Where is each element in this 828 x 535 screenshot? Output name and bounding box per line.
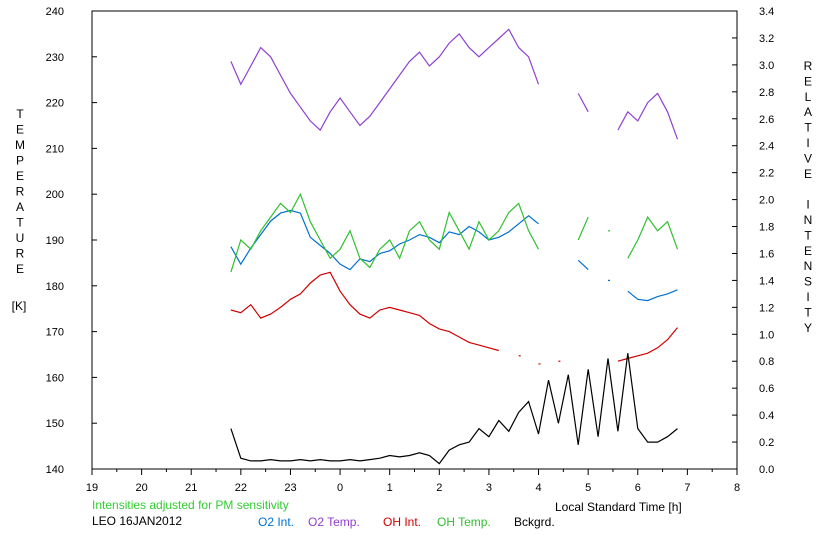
left-tick-label: 160 — [46, 372, 64, 384]
x-tick-label: 6 — [635, 482, 641, 494]
left-axis-label-char: T — [16, 216, 24, 230]
left-axis-label-char: P — [16, 154, 24, 168]
series-line-o2-temp — [230, 28, 540, 132]
x-tick-label: 8 — [734, 482, 740, 494]
x-tick-label: 21 — [185, 482, 197, 494]
left-tick-label: 180 — [46, 281, 64, 293]
right-tick-label: 2.6 — [759, 114, 774, 126]
right-tick-label: 1.2 — [759, 302, 774, 314]
station-label: LEO 16JAN2012 — [92, 514, 183, 528]
right-axis-label-char: N — [804, 259, 813, 273]
right-tick-label: 0.2 — [759, 437, 774, 449]
right-axis-label-char: T — [804, 121, 812, 135]
left-axis-unit: [K] — [12, 299, 27, 313]
series-line-oh-temp — [577, 216, 589, 241]
x-axis-label: Local Standard Time [h] — [555, 500, 682, 514]
chart-note: Intensities adjusted for PM sensitivity — [92, 498, 289, 512]
x-tick-label: 20 — [135, 482, 147, 494]
right-tick-label: 0.8 — [759, 356, 774, 368]
series-line-oh-int — [617, 327, 678, 362]
left-tick-label: 150 — [46, 418, 64, 430]
left-tick-label: 190 — [46, 235, 64, 247]
x-tick-label: 22 — [235, 482, 247, 494]
right-axis-label-char: E — [804, 244, 812, 258]
series-line-oh-temp — [627, 215, 679, 259]
left-tick-label: 200 — [46, 189, 64, 201]
x-tick-label: 1 — [387, 482, 393, 494]
left-axis-label-char: T — [16, 107, 24, 121]
right-axis-label-char: T — [804, 228, 812, 242]
right-axis-label-char: V — [804, 151, 812, 165]
right-tick-label: 2.0 — [759, 195, 774, 207]
series-line-o2-int — [577, 259, 589, 271]
x-tick-label: 2 — [436, 482, 442, 494]
right-tick-label: 2.4 — [759, 141, 774, 153]
left-tick-label: 140 — [46, 464, 64, 476]
right-axis-label-char: S — [804, 275, 812, 289]
right-axis-label-char: A — [804, 105, 812, 119]
x-tick-label: 0 — [337, 482, 343, 494]
right-tick-label: 0.4 — [759, 410, 774, 422]
right-axis-label-char: I — [806, 198, 809, 212]
right-axis-label-char: E — [804, 74, 812, 88]
legend-bckgrd: Bckgrd. — [514, 515, 555, 529]
right-axis-label-char: T — [804, 305, 812, 319]
x-tick-label: 3 — [486, 482, 492, 494]
right-axis-label-char: R — [804, 59, 813, 73]
left-tick-label: 240 — [46, 6, 64, 18]
x-tick-label: 4 — [535, 482, 541, 494]
x-tick-label: 23 — [284, 482, 296, 494]
series-line-oh-int — [230, 271, 499, 352]
right-axis-label-char: Y — [804, 321, 812, 335]
left-tick-label: 170 — [46, 327, 64, 339]
right-tick-label: 1.4 — [759, 275, 774, 287]
right-axis-label-char: N — [804, 213, 813, 227]
legend-oh-int: OH Int. — [383, 515, 422, 529]
x-tick-label: 7 — [684, 482, 690, 494]
left-axis-label-char: U — [16, 231, 25, 245]
plot-frame — [91, 10, 738, 470]
series-line-o2-int — [230, 209, 539, 271]
right-tick-label: 1.6 — [759, 248, 774, 260]
right-axis-label-char: L — [805, 90, 812, 104]
x-tick-label: 19 — [86, 482, 98, 494]
legend-o2-temp: O2 Temp. — [308, 515, 360, 529]
series-line-bckgrd — [230, 353, 678, 465]
right-tick-label: 0.0 — [759, 464, 774, 476]
left-axis-label-char: E — [16, 123, 24, 137]
right-axis-label-char: E — [804, 167, 812, 181]
right-tick-label: 3.0 — [759, 60, 774, 72]
right-tick-label: 2.8 — [759, 87, 774, 99]
right-tick-label: 1.8 — [759, 222, 774, 234]
left-axis-label-char: E — [16, 169, 24, 183]
left-tick-label: 220 — [46, 98, 64, 110]
right-axis-label-char: I — [806, 136, 809, 150]
right-axis-label-char: I — [806, 290, 809, 304]
left-tick-label: 210 — [46, 143, 64, 155]
left-axis-label-char: A — [16, 200, 24, 214]
x-tick-label: 5 — [585, 482, 591, 494]
series-line-o2-int — [627, 289, 678, 302]
right-tick-label: 1.0 — [759, 329, 774, 341]
right-tick-label: 3.2 — [759, 33, 774, 45]
series-line-o2-temp — [617, 92, 679, 140]
right-tick-label: 0.6 — [759, 383, 774, 395]
series-line-oh-temp — [230, 192, 540, 273]
legend-oh-temp: OH Temp. — [437, 515, 491, 529]
right-tick-label: 2.2 — [759, 168, 774, 180]
left-tick-label: 230 — [46, 52, 64, 64]
series-line-o2-temp — [577, 93, 589, 113]
right-tick-label: 3.4 — [759, 6, 774, 18]
left-axis-label-char: R — [16, 185, 25, 199]
legend-o2-int: O2 Int. — [258, 515, 295, 529]
left-axis-label-char: R — [16, 247, 25, 261]
left-axis-label-char: E — [16, 262, 24, 276]
left-axis-label-char: M — [15, 138, 25, 152]
